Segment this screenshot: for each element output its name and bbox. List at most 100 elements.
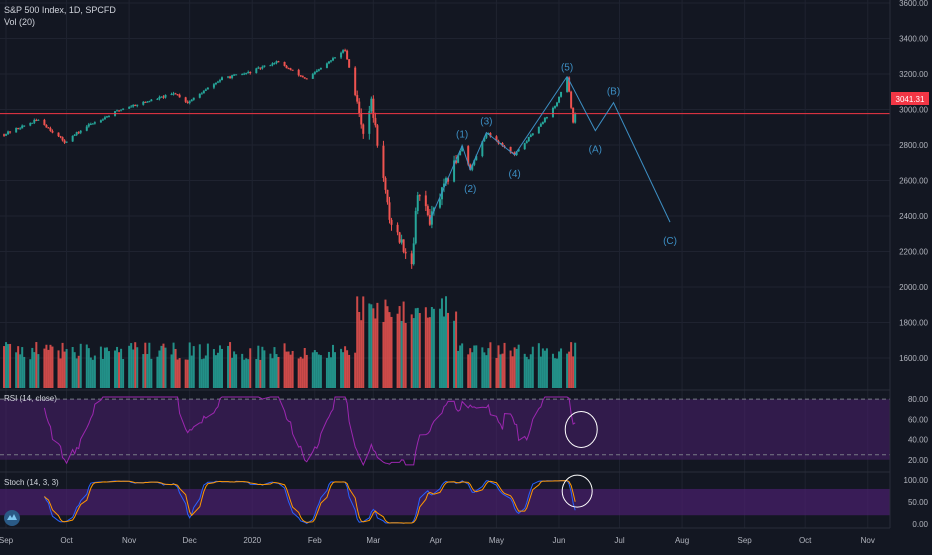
candle-body <box>220 77 223 81</box>
volume-bar <box>410 314 413 388</box>
candle-body <box>442 183 445 188</box>
candle-body <box>37 119 40 121</box>
price-tick-label: 3200.00 <box>899 70 928 79</box>
volume-bar <box>105 347 108 388</box>
candle-body <box>277 61 280 63</box>
candle-body <box>525 141 528 144</box>
candle-body <box>7 131 10 135</box>
candle-body <box>136 104 139 106</box>
candle-body <box>368 111 371 134</box>
candle-body <box>301 75 304 78</box>
volume-bar <box>15 352 18 388</box>
volume-bar <box>545 348 548 388</box>
volume-bar <box>101 358 104 388</box>
volume-bar <box>418 313 421 388</box>
candle-body <box>418 195 421 197</box>
candle-body <box>517 149 520 152</box>
volume-bar <box>541 348 544 388</box>
volume-bar <box>118 352 121 388</box>
candle-body <box>529 134 532 137</box>
candle-body <box>483 137 486 142</box>
candle-body <box>376 125 379 146</box>
volume-bar <box>572 356 575 388</box>
time-tick-label: Sep <box>0 536 14 545</box>
candle-body <box>118 110 121 112</box>
candle-body <box>445 178 448 184</box>
volume-bar <box>368 303 371 388</box>
volume-bar <box>285 351 288 388</box>
volume-bar <box>428 317 431 388</box>
volume-bar <box>229 342 232 388</box>
current-price-label: 3041.31 <box>896 95 925 104</box>
volume-bar <box>150 358 153 388</box>
volume-bar <box>461 343 464 388</box>
candle-body <box>574 113 577 123</box>
candle-body <box>400 239 403 243</box>
volume-bar <box>261 346 264 388</box>
candle-body <box>541 122 544 125</box>
volume-bar <box>515 348 518 388</box>
volume-bar <box>344 346 347 388</box>
candle-body <box>73 134 76 136</box>
candle-body <box>539 124 542 127</box>
wave-label: (1) <box>456 130 468 141</box>
candle-body <box>453 160 456 182</box>
candle-body <box>382 145 385 178</box>
volume-bar <box>241 353 244 388</box>
price-axis-bg <box>890 0 932 550</box>
time-tick-label: Dec <box>183 536 197 545</box>
volume-bar <box>483 352 486 388</box>
volume-bar <box>348 354 351 388</box>
volume-bar <box>457 350 460 388</box>
volume-bar <box>329 357 332 388</box>
candle-body <box>116 110 119 112</box>
candle-body <box>317 69 320 71</box>
candle-body <box>311 74 314 79</box>
volume-bar <box>566 353 569 388</box>
volume-bar <box>158 350 161 388</box>
volume-bar <box>438 308 441 388</box>
candle-body <box>255 68 258 74</box>
volume-bar <box>303 348 306 388</box>
candle-body <box>515 151 518 155</box>
volume-bar <box>23 356 26 388</box>
candle-body <box>537 126 540 134</box>
candle-body <box>65 141 68 143</box>
volume-bar <box>249 348 252 388</box>
volume-bar <box>568 351 571 388</box>
volume-bar <box>85 344 88 388</box>
volume-bar <box>556 358 559 388</box>
price-tick-label: 3600.00 <box>899 0 928 8</box>
volume-bar <box>372 308 375 388</box>
price-tick-label: 2800.00 <box>899 141 928 150</box>
volume-bar <box>442 316 445 388</box>
volume-bar <box>79 343 82 388</box>
candle-body <box>43 119 46 126</box>
candle-body <box>122 108 125 110</box>
volume-bar <box>291 350 294 388</box>
candle-body <box>291 69 294 71</box>
rsi-line <box>43 396 576 467</box>
volume-bar <box>517 344 520 388</box>
candle-body <box>216 81 219 83</box>
stoch-title: Stoch (14, 3, 3) <box>4 478 59 487</box>
candle-body <box>342 50 345 53</box>
volume-bar <box>346 350 349 388</box>
symbol-title: S&P 500 Index, 1D, SPCFD <box>4 5 116 15</box>
volume-bar <box>156 356 159 388</box>
volume-bar <box>426 317 429 388</box>
wave-label: (3) <box>480 117 492 128</box>
time-tick-label: May <box>489 536 504 545</box>
candle-body <box>275 61 278 64</box>
volume-bar <box>200 359 203 388</box>
time-tick-label: Apr <box>430 536 443 545</box>
volume-bar <box>188 342 191 388</box>
candle-body <box>172 93 175 95</box>
candle-body <box>354 67 357 96</box>
candle-body <box>23 125 26 127</box>
candle-body <box>289 68 292 70</box>
volume-bar <box>485 355 488 388</box>
rsi-tick-label: 20.00 <box>908 456 929 465</box>
price-axis: 3600.00 3400.00 3200.00 3000.00 2800.00 2600.… <box>899 0 928 529</box>
volume-bar <box>360 320 363 388</box>
